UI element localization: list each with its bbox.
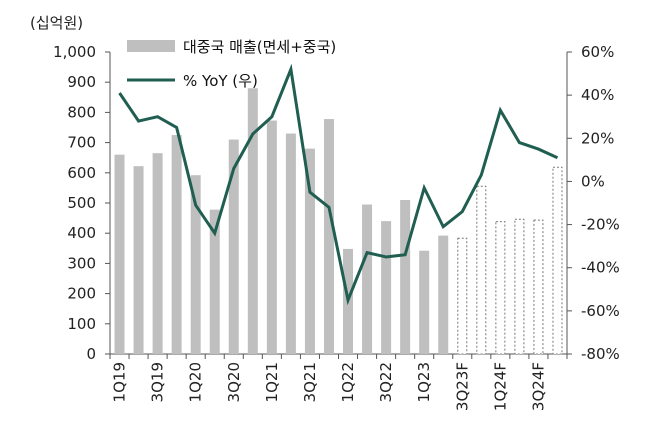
x-tick-label: 3Q24F [529, 362, 547, 411]
x-tick-label: 1Q20 [187, 362, 205, 402]
yoy-line [118, 63, 559, 306]
right-tick-label: -80% [581, 345, 620, 363]
left-tick-label: 700 [67, 134, 96, 152]
x-tick-label: 3Q21 [301, 362, 319, 402]
axes [105, 51, 572, 359]
x-tick-label: 1Q23 [415, 362, 433, 402]
right-tick-label: -20% [581, 216, 620, 234]
bar [171, 135, 182, 354]
bar-forecast [552, 166, 563, 355]
right-tick-label: 40% [581, 86, 614, 104]
bar [152, 153, 163, 354]
x-tick-label: 1Q22 [339, 362, 357, 402]
left-tick-label: 1,000 [53, 43, 96, 61]
bar [381, 221, 392, 354]
bar-forecast [457, 237, 468, 355]
x-tick-label: 1Q19 [111, 362, 129, 402]
bar [304, 148, 315, 354]
x-tick-label: 3Q23F [453, 362, 471, 411]
bar [133, 166, 144, 354]
bar [400, 199, 411, 354]
bar [228, 139, 239, 354]
bar [247, 88, 258, 355]
x-tick-label: 3Q22 [377, 362, 395, 402]
left-tick-label: 200 [67, 285, 96, 303]
bar-forecast [495, 221, 506, 355]
x-tick-label: 1Q21 [263, 362, 281, 402]
left-tick-label: 0 [86, 345, 96, 363]
y-axis-unit-label: (십억원) [30, 14, 83, 32]
bar-forecast [514, 218, 525, 355]
right-tick-label: -40% [581, 259, 620, 277]
left-tick-label: 300 [67, 254, 96, 272]
legend-line-label: % YoY (우) [183, 72, 258, 90]
bar-forecast [476, 185, 487, 355]
bar [190, 175, 201, 354]
bar [323, 119, 334, 354]
yoy-line-series [118, 63, 559, 306]
right-tick-label: 20% [581, 129, 614, 147]
x-tick-label: 1Q24F [491, 362, 509, 411]
left-tick-label: 600 [67, 164, 96, 182]
bar [266, 120, 277, 354]
bar [209, 209, 220, 354]
bar [419, 250, 430, 354]
bar [285, 133, 296, 354]
left-tick-label: 500 [67, 194, 96, 212]
right-tick-label: -60% [581, 302, 620, 320]
right-tick-label: 0% [581, 172, 605, 190]
bar [362, 204, 373, 354]
left-tick-label: 400 [67, 224, 96, 242]
legend-bar-swatch [127, 40, 175, 52]
legend-bar-label: 대중국 매출(면세+중국) [183, 38, 336, 56]
legend: 대중국 매출(면세+중국) % YoY (우) [127, 38, 336, 90]
tick-labels: 0 100 200 300 400 500 600 700 800 900 1,000 -80% -60… [53, 43, 620, 411]
left-tick-label: 900 [67, 73, 96, 91]
right-tick-label: 60% [581, 43, 614, 61]
bar [438, 235, 449, 354]
bar [114, 154, 125, 354]
x-tick-label: 3Q20 [225, 362, 243, 402]
bar-forecast [533, 219, 544, 355]
x-tick-label: 3Q19 [149, 362, 167, 402]
left-tick-label: 100 [67, 315, 96, 333]
left-tick-label: 800 [67, 103, 96, 121]
